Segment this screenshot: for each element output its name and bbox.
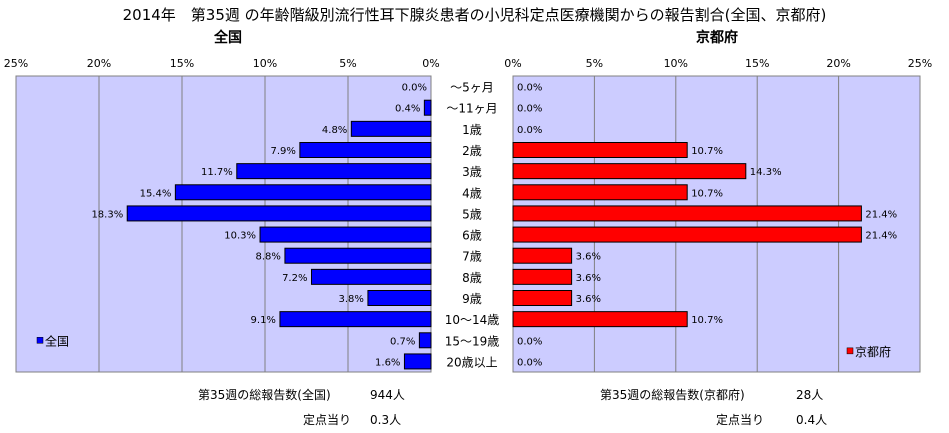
category-label: 9歳 [462, 292, 482, 306]
bar-national [310, 268, 432, 285]
data-label-national: 15.4% [140, 188, 172, 199]
tick-label-kyoto: 15% [745, 57, 769, 70]
plot-area-national [15, 75, 432, 373]
national-total-label: 第35週の総報告数(全国) [198, 388, 331, 402]
kyoto-total-label: 第35週の総報告数(京都府) [600, 388, 745, 402]
bar-national [367, 290, 432, 306]
data-label-national: 18.3% [91, 209, 123, 220]
bar-national [126, 205, 432, 222]
category-label: 4歳 [462, 186, 482, 200]
data-label-kyoto: 10.7% [691, 315, 723, 326]
category-label: 1歳 [462, 123, 482, 137]
panel-title-kyoto: 京都府 [696, 30, 738, 46]
bar-kyoto [512, 163, 747, 180]
legend-swatch-national [36, 337, 44, 344]
data-label-kyoto: 0.0% [517, 336, 542, 347]
tick-label-kyoto: 0% [504, 57, 521, 70]
data-label-national: 11.7% [201, 167, 233, 178]
bar-kyoto [512, 268, 573, 285]
data-label-national: 0.0% [402, 83, 427, 94]
tick-label-national: 0% [422, 57, 439, 70]
bar-national [236, 163, 432, 180]
national-per-label: 定点当り [303, 413, 352, 427]
kyoto-total-value: 28人 [796, 388, 824, 402]
category-label: 3歳 [462, 165, 482, 179]
bar-kyoto [512, 247, 573, 264]
data-label-national: 10.3% [224, 231, 256, 242]
data-label-kyoto: 10.7% [691, 146, 723, 157]
plot-area-kyoto [512, 75, 921, 373]
data-label-national: 0.7% [390, 336, 415, 347]
data-label-kyoto: 0.0% [517, 83, 542, 94]
tick-label-national: 20% [87, 57, 111, 70]
bar-national [403, 353, 432, 370]
data-label-kyoto: 21.4% [865, 231, 897, 242]
kyoto-per-label: 定点当り [716, 413, 765, 427]
data-label-kyoto: 0.0% [517, 357, 542, 368]
data-label-national: 8.8% [256, 252, 281, 263]
data-label-kyoto: 3.6% [576, 294, 601, 305]
category-label: 20歳以上 [446, 355, 497, 369]
data-label-kyoto: 21.4% [865, 209, 897, 220]
data-label-national: 7.9% [270, 146, 295, 157]
legend-label-national: 全国 [45, 333, 69, 348]
bar-kyoto [512, 226, 862, 243]
tick-label-kyoto: 10% [664, 57, 688, 70]
category-label: 5歳 [462, 207, 482, 221]
bar-kyoto [512, 205, 862, 222]
category-label: 7歳 [462, 250, 482, 264]
category-label: 2歳 [462, 144, 482, 158]
bar-national [284, 247, 432, 264]
national-total-value: 944人 [370, 388, 405, 402]
tick-label-national: 10% [253, 57, 277, 70]
bar-national [259, 226, 432, 243]
category-label: ～5ヶ月 [450, 81, 494, 95]
category-label: 8歳 [462, 271, 482, 285]
bar-kyoto [512, 184, 688, 201]
data-label-kyoto: 3.6% [576, 252, 601, 263]
legend-label-kyoto: 京都府 [855, 344, 891, 359]
chart-title: 2014年 第35週 の年齢階級別流行性耳下腺炎患者の小児科定点医療機関からの報… [122, 6, 827, 24]
tick-label-kyoto: 5% [586, 57, 603, 70]
data-label-kyoto: 14.3% [750, 167, 782, 178]
bar-kyoto [512, 142, 688, 158]
category-label: 6歳 [462, 229, 482, 243]
tick-label-national: 5% [339, 57, 356, 70]
bar-kyoto [512, 311, 688, 328]
bar-national [418, 332, 432, 349]
bar-national [423, 99, 432, 116]
bar-kyoto [512, 290, 573, 306]
bar-national [279, 311, 432, 328]
data-label-national: 7.2% [282, 273, 307, 284]
category-label: 15～19歳 [445, 334, 500, 348]
data-label-kyoto: 10.7% [691, 188, 723, 199]
bar-national [350, 120, 432, 137]
tick-label-national: 25% [4, 57, 28, 70]
data-label-national: 0.4% [395, 104, 420, 115]
data-label-kyoto: 0.0% [517, 104, 542, 115]
data-label-national: 3.8% [339, 294, 364, 305]
national-per-value: 0.3人 [370, 413, 402, 427]
tick-label-national: 15% [170, 57, 194, 70]
category-label: 10～14歳 [445, 313, 500, 327]
kyoto-per-value: 0.4人 [796, 413, 828, 427]
category-label: ～11ヶ月 [446, 102, 497, 116]
tick-label-kyoto: 20% [826, 57, 850, 70]
data-label-national: 9.1% [251, 315, 276, 326]
bar-national [299, 142, 432, 158]
panel-title-national: 全国 [214, 30, 242, 46]
data-label-national: 1.6% [375, 357, 400, 368]
bar-national [174, 184, 432, 201]
data-label-national: 4.8% [322, 125, 347, 136]
legend-swatch-kyoto [846, 347, 854, 355]
data-label-kyoto: 0.0% [517, 125, 542, 136]
data-label-kyoto: 3.6% [576, 273, 601, 284]
tick-label-kyoto: 25% [908, 57, 932, 70]
